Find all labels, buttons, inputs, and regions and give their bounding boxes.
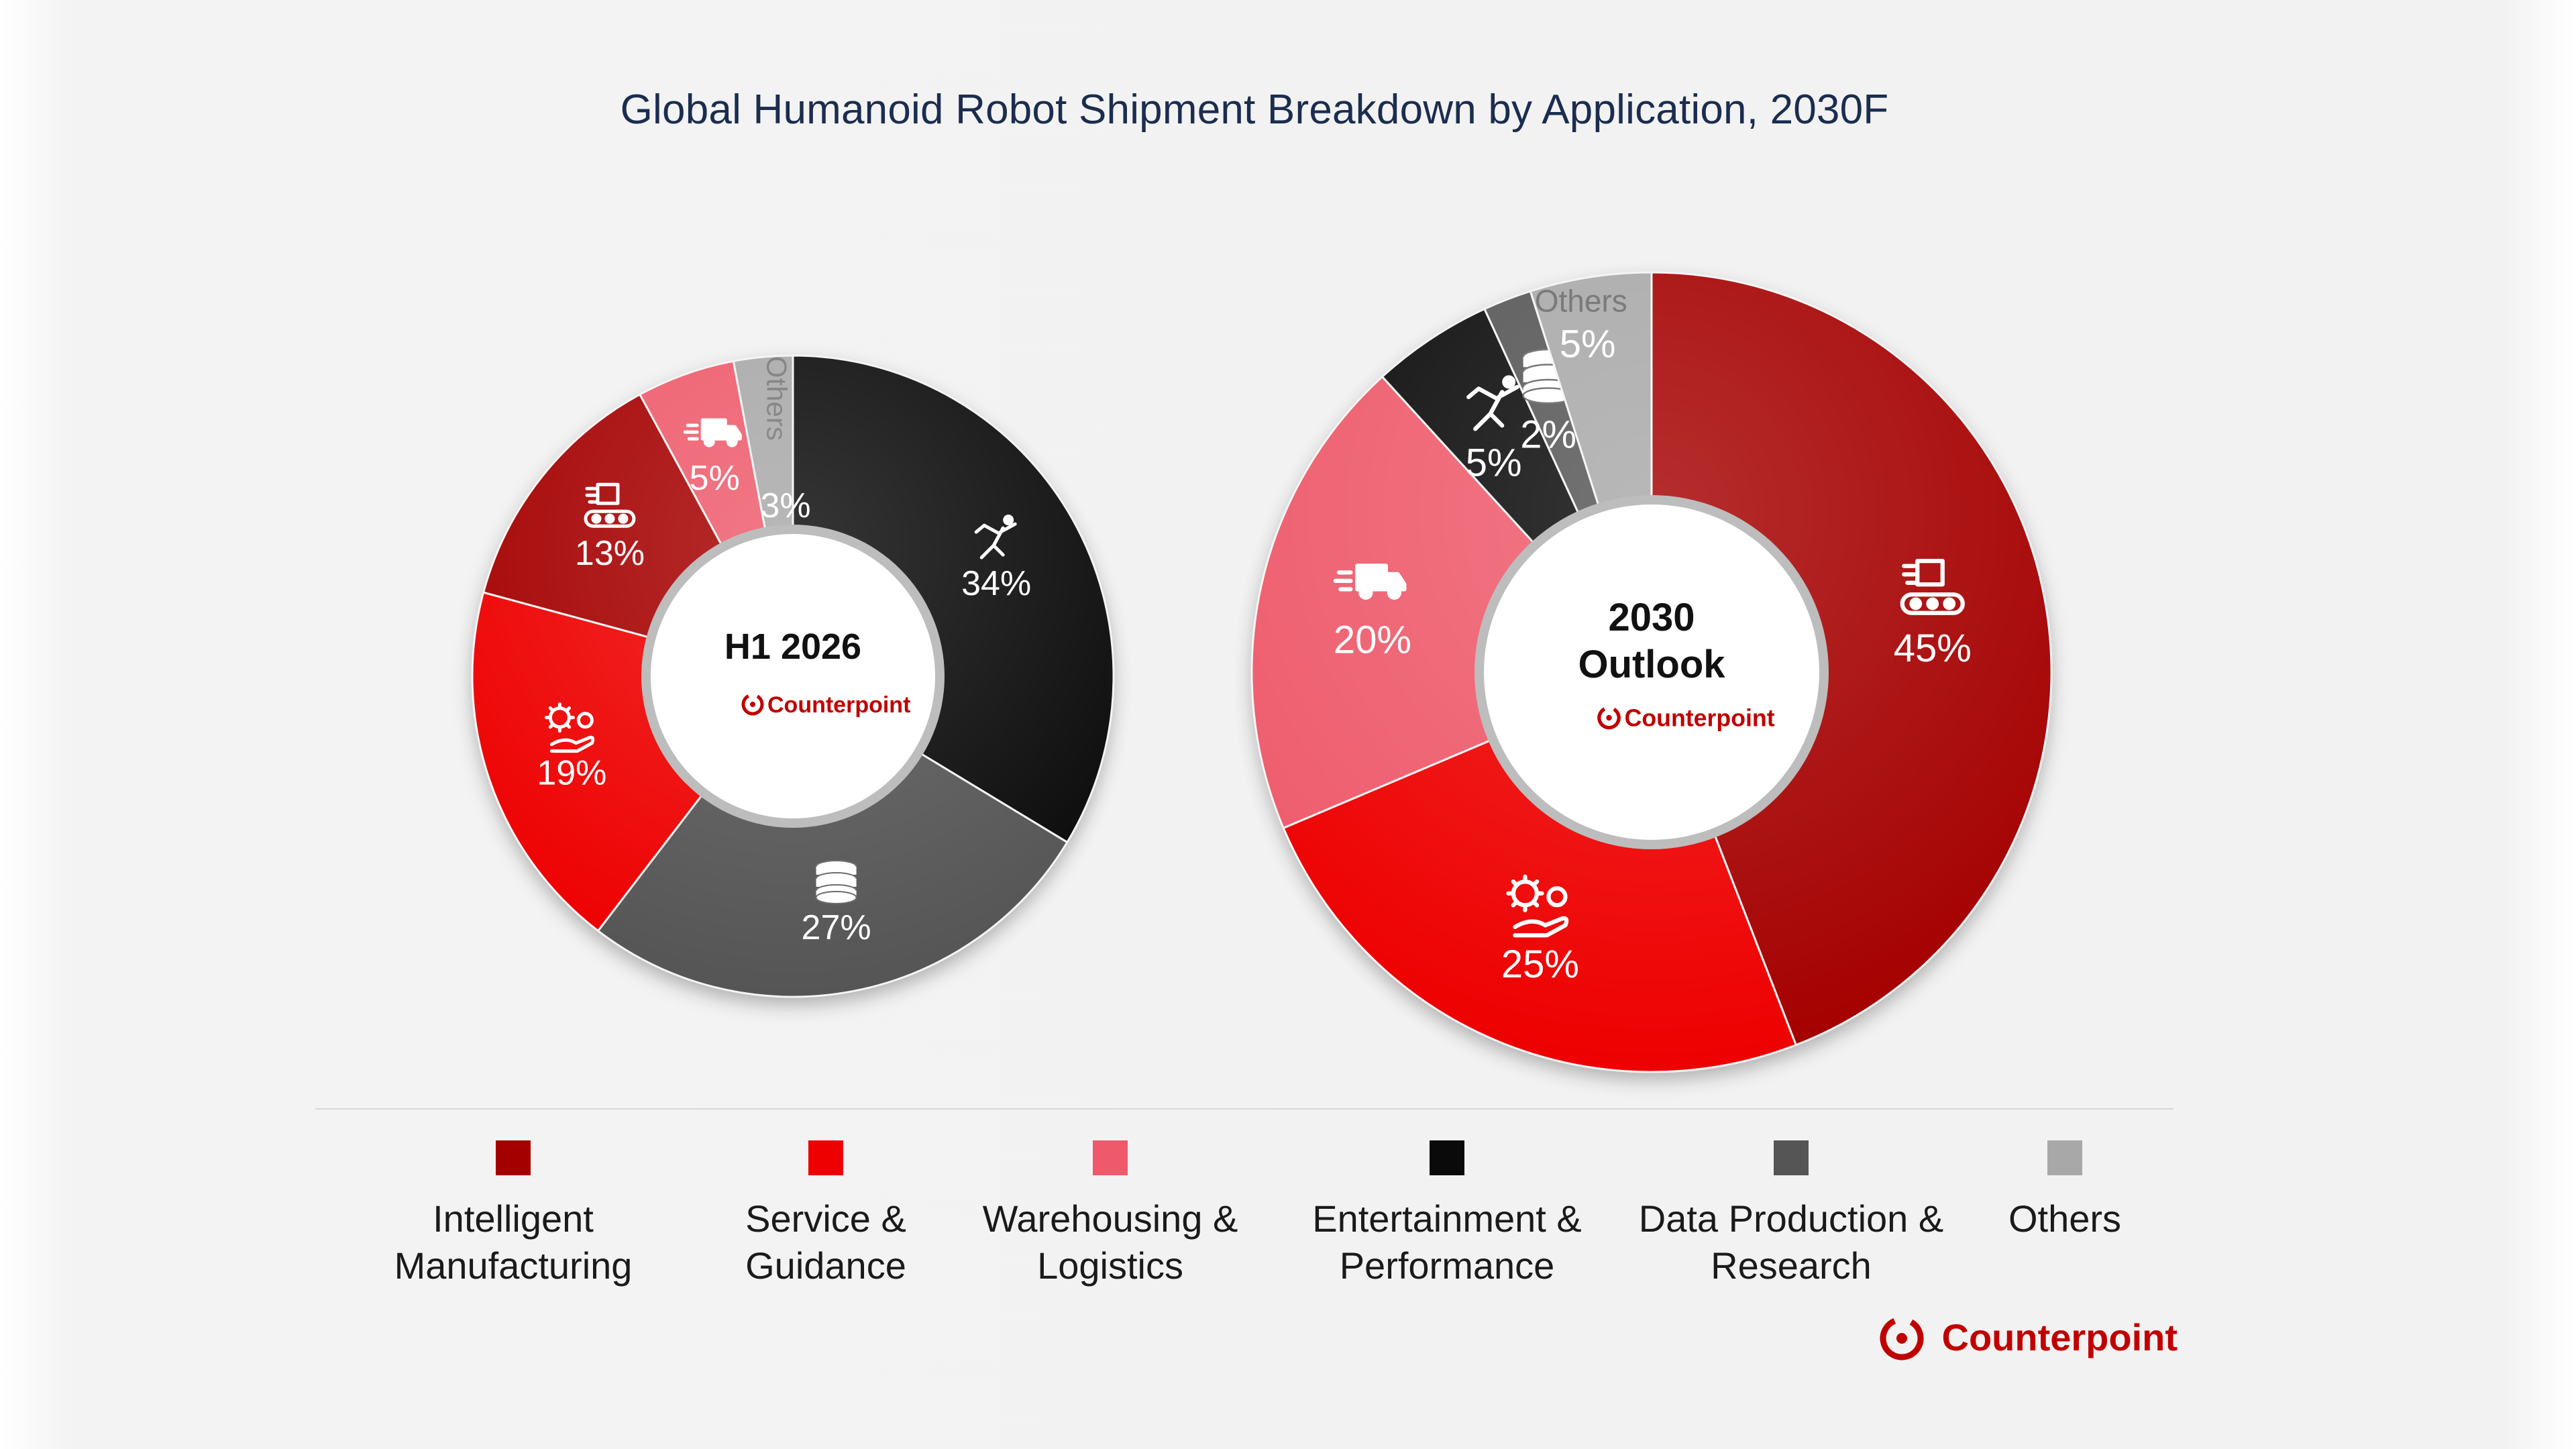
legend-item-service-guidance: Service & Guidance [672, 1140, 980, 1289]
slice-value-label: 45% [1894, 627, 1972, 670]
legend-item-intelligent-manufacturing: Intelligent Manufacturing [359, 1140, 667, 1289]
counterpoint-logo: Counterpoint [741, 692, 910, 718]
legend-label: Data Production & Research [1638, 1197, 1944, 1287]
slice-value-label: 5% [1560, 323, 1616, 366]
slice-text: Others [1535, 284, 1627, 319]
donut-h1-2026: 34% 27% 19% 13% 5% Others 3% H1 2026 Counterpoin… [471, 354, 1115, 998]
legend-swatch [1430, 1140, 1464, 1175]
slice-value-label: 19% [537, 754, 606, 793]
slice-value-label: 5% [1466, 441, 1522, 484]
logo-text: Counterpoint [1625, 705, 1775, 732]
legend-swatch [1774, 1140, 1809, 1175]
counterpoint-logo: Counterpoint [1876, 1311, 2178, 1362]
slice-value-label: 5% [690, 459, 740, 498]
legend-swatch [1093, 1140, 1128, 1175]
counterpoint-logo: Counterpoint [1597, 705, 1775, 732]
slice-value-label: 34% [961, 564, 1031, 603]
legend-swatch [2047, 1140, 2082, 1175]
legend-label: Service & Guidance [745, 1197, 906, 1287]
database-icon [815, 859, 857, 904]
slice-value-label: 2% [1520, 413, 1576, 456]
legend-label: Intelligent Manufacturing [394, 1197, 633, 1287]
logo-text: Counterpoint [1941, 1316, 2178, 1358]
donut-center-label: H1 2026 [724, 627, 861, 667]
donut-hole [1484, 504, 1819, 840]
legend-swatch [808, 1140, 843, 1175]
slice-text: Others [761, 356, 792, 441]
legend-item-others: Others [1911, 1140, 2219, 1242]
slice-value-label: 20% [1334, 618, 1411, 661]
slice-value-label: 27% [802, 908, 871, 947]
slice-value-label: 25% [1501, 943, 1579, 986]
legend-label: Others [2008, 1197, 2122, 1240]
donut-center-label: 2030 [1608, 596, 1695, 639]
chart-title: Global Humanoid Robot Shipment Breakdown… [620, 87, 1889, 133]
logo-text: Counterpoint [767, 692, 910, 718]
legend-swatch [496, 1140, 531, 1175]
donut-center-label: Outlook [1578, 643, 1725, 686]
donut-2030-outlook: 45%25%20%5%2%Others5%2030OutlookCounterp… [1250, 271, 2053, 1073]
slice-value-label: 3% [760, 486, 810, 525]
legend-label: Warehousing & Logistics [982, 1197, 1238, 1287]
legend-item-warehousing-logistics: Warehousing & Logistics [956, 1140, 1265, 1289]
slice-value-label: 13% [575, 534, 645, 573]
legend-label: Entertainment & Performance [1312, 1197, 1582, 1287]
legend-divider [315, 1108, 2174, 1110]
legend-item-data-production-research: Data Production & Research [1637, 1140, 1945, 1289]
legend-item-entertainment-performance: Entertainment & Performance [1293, 1140, 1601, 1289]
donut-hole [651, 534, 935, 818]
counterpoint-logo-icon [1880, 1316, 1924, 1360]
